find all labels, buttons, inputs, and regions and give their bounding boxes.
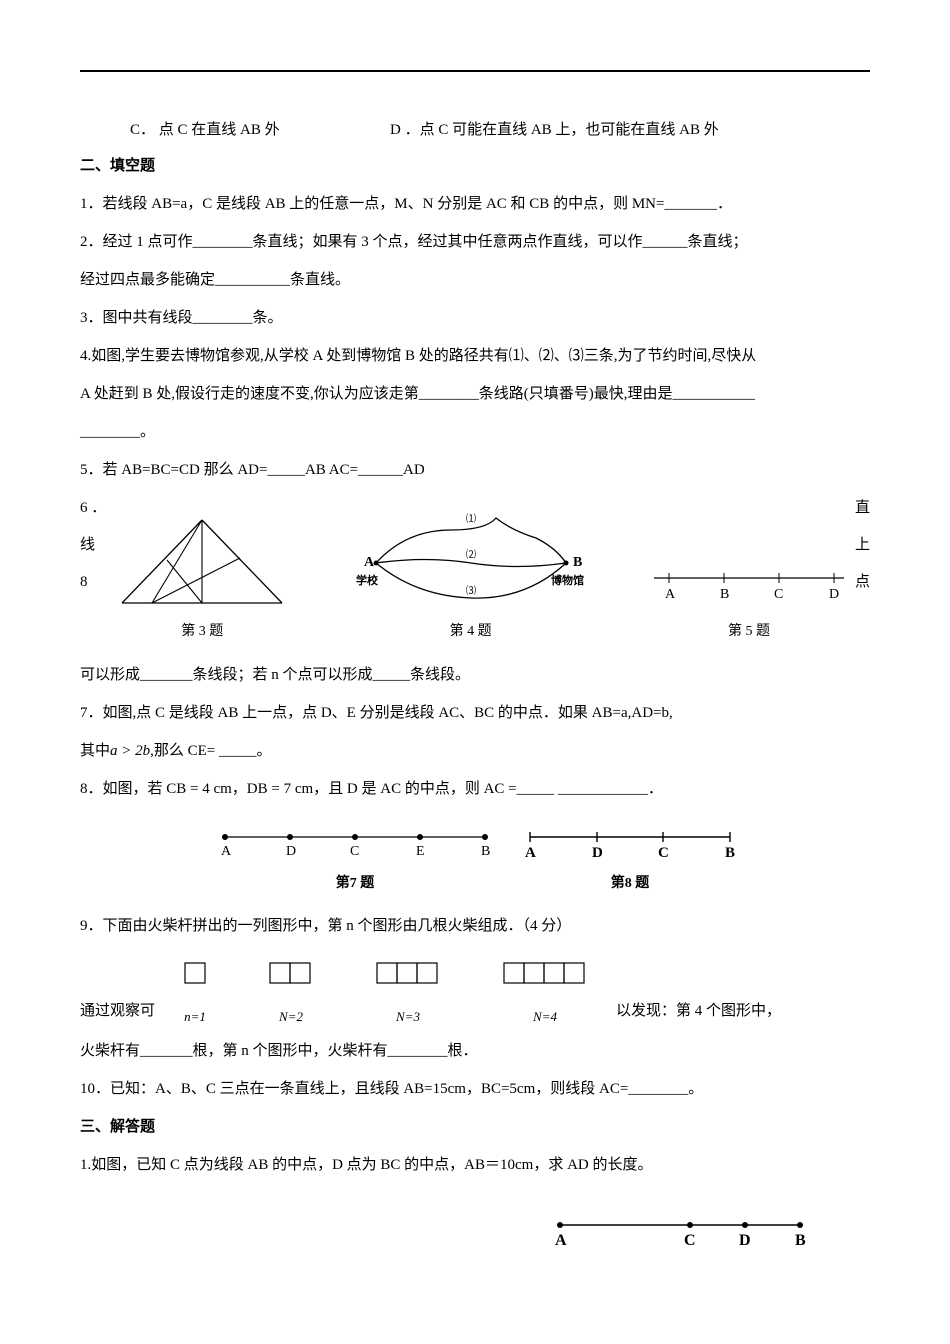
q2-9: 9．下面由火柴杆拼出的一列图形中，第 n 个图形由几根火柴组成．（4 分） [80, 908, 870, 944]
fig7-B: B [481, 844, 490, 859]
option-c: C． 点 C 在直线 AB 外 [130, 112, 370, 148]
match-4: N=4 [499, 958, 591, 1032]
fig4-A: A [364, 555, 375, 570]
figure-3-svg [112, 508, 292, 613]
fig8-C: C [658, 845, 669, 861]
section-3-header: 三、解答题 [80, 1109, 870, 1145]
figure-8: A D C B 第8 题 [515, 825, 745, 901]
q2-4b: A 处赶到 B 处,假设行走的速度不变,你认为应该走第________条线路(只… [80, 376, 870, 412]
match-2: N=2 [265, 958, 317, 1032]
fig8-D: D [592, 845, 603, 861]
q6-r2: 上 [855, 527, 870, 563]
q7b-post: ,那么 CE= _____。 [150, 743, 271, 759]
fig4-p2: ⑵ [466, 548, 476, 561]
q2-4c: ________。 [80, 414, 870, 450]
q7b-math: a > 2b [110, 743, 150, 759]
solve-1-svg: A C D B [550, 1213, 810, 1253]
figures-7-8-row: A D C E B 第7 题 A D C B 第8 题 [80, 825, 870, 901]
q2-9f: 火柴杆有_______根，第 n 个图形中，火柴杆有________根． [80, 1033, 870, 1069]
figure-5-label: 第 5 题 [649, 615, 849, 649]
prev-options-row: C． 点 C 在直线 AB 外 D ．点 C 可能在直线 AB 上，也可能在直线… [80, 112, 870, 148]
fig7-E: E [416, 844, 425, 859]
fig7-D: D [286, 844, 296, 859]
figure-3-label: 第 3 题 [112, 615, 292, 649]
q2-1: 1．若线段 AB=a，C 是线段 AB 上的任意一点，M、N 分别是 AC 和 … [80, 186, 870, 222]
fig4-B: B [573, 555, 582, 570]
figures-3-4-5-row: 6 ． 线 8 第 3 题 [80, 490, 870, 657]
fig7-A: A [221, 844, 232, 859]
figure-7-svg: A D C E B [205, 825, 505, 865]
sol-A: A [555, 1232, 567, 1249]
solve-1-diagram: A C D B [80, 1213, 870, 1267]
fig4-museum: 博物馆 [551, 573, 584, 587]
q2-4a: 4.如图,学生要去博物馆参观,从学校 A 处到博物馆 B 处的路径共有⑴、⑵、⑶… [80, 338, 870, 374]
fig5-B: B [720, 587, 729, 602]
fig5-C: C [774, 587, 783, 602]
fig8-B: B [725, 845, 735, 861]
figure-5-svg: A B C D [649, 553, 849, 613]
fig8-A: A [525, 845, 536, 861]
q6-left-frag: 6 ． 线 8 [80, 490, 112, 600]
fig7-C: C [350, 844, 359, 859]
figure-7: A D C E B 第7 题 [205, 825, 505, 901]
figure-3: 第 3 题 [112, 508, 292, 649]
q3-1: 1.如图，已知 C 点为线段 AB 的中点，D 点为 BC 的中点，AB＝10c… [80, 1147, 870, 1183]
q2-6b: 可以形成_______条线段；若 n 个点可以形成_____条线段。 [80, 657, 870, 693]
sol-B: B [795, 1232, 806, 1249]
fig4-school: 学校 [356, 573, 379, 587]
match-1-label: n=1 [180, 1001, 210, 1032]
figure-8-label: 第8 题 [515, 867, 745, 901]
figure-4-svg: A B 学校 博物馆 ⑴ ⑵ ⑶ [346, 508, 596, 613]
q2-7b: 其中a > 2b,那么 CE= _____。 [80, 733, 870, 769]
match-3-svg [372, 958, 444, 990]
match-1-svg [180, 958, 210, 990]
q9e-post: 以发现：第 4 个图形中， [616, 993, 781, 1033]
q2-10: 10．已知：A、B、C 三点在一条直线上，且线段 AB=15cm，BC=5cm，… [80, 1071, 870, 1107]
match-1: n=1 [180, 958, 210, 1032]
sol-C: C [684, 1232, 696, 1249]
match-3: N=3 [372, 958, 444, 1032]
match-2-label: N=2 [265, 1001, 317, 1032]
page-content: C． 点 C 在直线 AB 外 D ．点 C 可能在直线 AB 上，也可能在直线… [0, 112, 950, 1307]
sol-D: D [739, 1232, 751, 1249]
figure-8-svg: A D C B [515, 825, 745, 865]
q2-3: 3．图中共有线段________条。 [80, 300, 870, 336]
q6-r3: 点 [855, 564, 870, 600]
q2-7a: 7．如图,点 C 是线段 AB 上一点，点 D、E 分别是线段 AC、BC 的中… [80, 695, 870, 731]
match-2-svg [265, 958, 317, 990]
q6-l1: 6 ． [80, 490, 106, 526]
figure-4-label: 第 4 题 [346, 615, 596, 649]
section-2-header: 二、填空题 [80, 148, 870, 184]
q6-l2: 线 [80, 527, 106, 563]
figure-5: A B C D 第 5 题 [649, 553, 849, 649]
fig4-p1: ⑴ [466, 512, 476, 525]
q2-8: 8．如图，若 CB = 4 cm，DB = 7 cm，且 D 是 AC 的中点，… [80, 771, 870, 807]
figure-7-label: 第7 题 [205, 867, 505, 901]
fig5-D: D [829, 587, 839, 602]
q6-r1: 直 [855, 490, 870, 526]
match-3-label: N=3 [372, 1001, 444, 1032]
figure-4: A B 学校 博物馆 ⑴ ⑵ ⑶ 第 4 题 [346, 508, 596, 649]
option-d: D ．点 C 可能在直线 AB 上，也可能在直线 AB 外 [390, 112, 719, 148]
q6-right-frag: 直 上 点 [849, 490, 870, 600]
match-figures: n=1 N=2 N=3 [180, 958, 591, 1032]
q2-2b: 经过四点最多能确定__________条直线。 [80, 262, 870, 298]
match-4-label: N=4 [499, 1001, 591, 1032]
fig4-p3: ⑶ [466, 584, 476, 597]
top-divider [80, 70, 870, 72]
fig5-A: A [665, 587, 676, 602]
q2-2a: 2．经过 1 点可作________条直线；如果有 3 个点，经过其中任意两点作… [80, 224, 870, 260]
match-4-svg [499, 958, 591, 990]
q2-5: 5．若 AB=BC=CD 那么 AD=_____AB AC=______AD [80, 452, 870, 488]
q9e-pre: 通过观察可 [80, 993, 155, 1033]
match-text-row: 通过观察可 n=1 N=2 N= [80, 958, 870, 1032]
q6-l3: 8 [80, 564, 106, 600]
q7b-pre: 其中 [80, 743, 110, 759]
